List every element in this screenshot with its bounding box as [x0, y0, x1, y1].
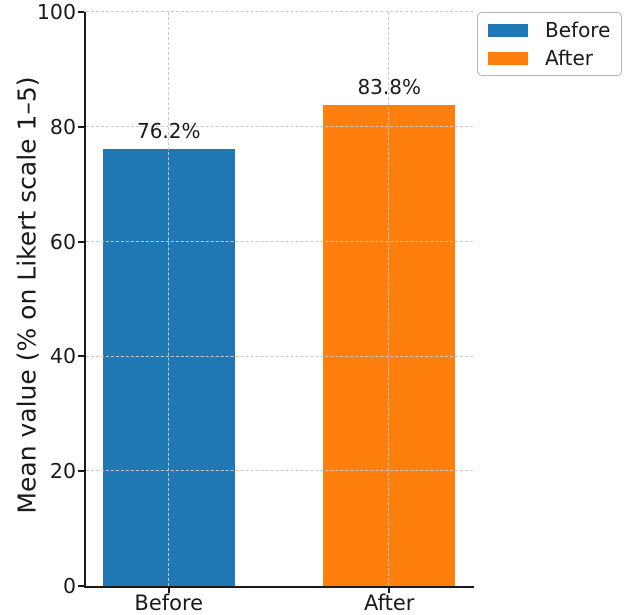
y-axis-line	[84, 12, 86, 588]
y-tick-label-80: 80	[49, 114, 76, 139]
legend-swatch-after	[488, 51, 528, 65]
x-axis-line	[84, 586, 474, 588]
y-tick-mark-40	[78, 355, 84, 358]
x-tick-mark-after	[388, 588, 391, 593]
bar-value-label-before: 76.2%	[136, 118, 201, 143]
x-tick-label-after: After	[364, 591, 415, 615]
legend-row-after: After	[488, 47, 621, 69]
y-tick-mark-100	[78, 11, 84, 13]
x-tick-mark-before	[167, 588, 170, 593]
y-tick-mark-20	[78, 470, 84, 473]
y-tick-label-40: 40	[49, 344, 76, 369]
gridline-vertical-before	[168, 12, 170, 586]
legend-label-after: After	[545, 46, 594, 70]
y-tick-label-20: 20	[49, 459, 76, 484]
bar-value-label-after: 83.8%	[357, 74, 421, 99]
gridline-horizontal-20	[86, 470, 473, 472]
y-tick-label-0: 0	[62, 574, 76, 598]
y-tick-label-100: 100	[36, 0, 76, 24]
y-tick-mark-80	[78, 125, 84, 128]
y-tick-label-60: 60	[49, 229, 76, 254]
x-tick-label-before: Before	[134, 591, 204, 615]
legend-swatch-before	[488, 23, 528, 37]
y-axis-label: Mean value (% on Likert scale 1–5)	[12, 76, 42, 514]
legend-label-before: Before	[545, 18, 611, 42]
gridline-horizontal-60	[86, 240, 473, 242]
gridline-horizontal-100	[86, 11, 473, 13]
legend: Before After	[477, 12, 622, 76]
gridline-horizontal-80	[86, 126, 473, 128]
y-tick-mark-0	[78, 585, 84, 587]
legend-row-before: Before	[488, 19, 621, 41]
y-tick-mark-60	[78, 240, 84, 243]
gridline-horizontal-40	[86, 355, 473, 357]
gridline-vertical-after	[388, 12, 390, 586]
